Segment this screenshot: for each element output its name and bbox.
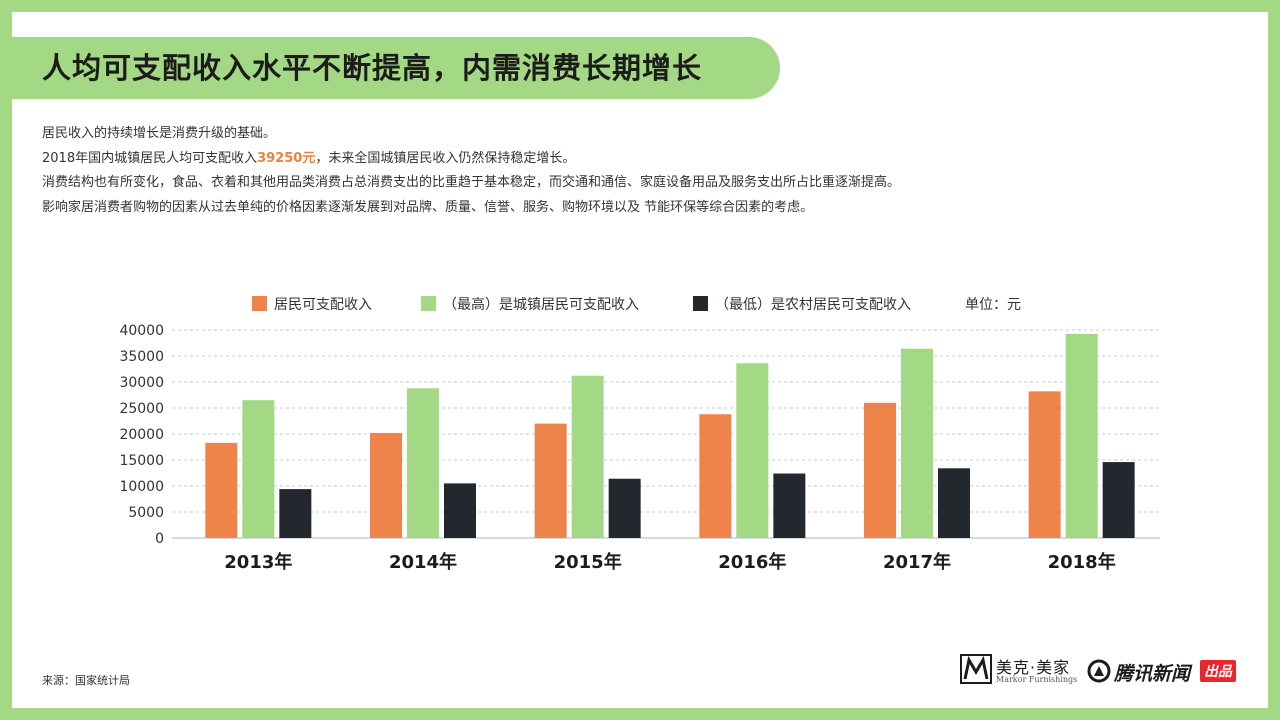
- brand-markor-subtitle: Markor Furnishings: [996, 675, 1078, 684]
- y-tick-label: 35000: [119, 349, 164, 365]
- description-line-2-prefix: 2018年国内城镇居民人均可支配收入: [42, 150, 258, 166]
- bar: [1065, 333, 1098, 538]
- x-tick-label: 2017年: [883, 551, 951, 573]
- description-block: 居民收入的持续增长是消费升级的基础。 2018年国内城镇居民人均可支配收入392…: [42, 122, 900, 220]
- legend-label-resident: 居民可支配收入: [274, 297, 372, 313]
- bar: [699, 414, 732, 538]
- description-line-4: 影响家居消费者购物的因素从过去单纯的价格因素逐渐发展到对品牌、质量、信誉、服务、…: [42, 199, 814, 215]
- bar: [571, 375, 604, 538]
- description-line-2-suffix: ，未来全国城镇居民收入仍然保持稳定增长。: [315, 150, 576, 166]
- bar: [1102, 462, 1135, 538]
- bar: [901, 348, 933, 538]
- x-tick-label: 2015年: [554, 551, 622, 573]
- x-tick-label: 2016年: [718, 551, 786, 573]
- y-tick-label: 15000: [119, 453, 164, 469]
- x-tick-label: 2018年: [1048, 551, 1116, 573]
- brand-markor-name: 美克·美家: [996, 658, 1071, 677]
- legend-item-urban: （最高）是城镇居民可支配收入: [421, 294, 639, 316]
- x-tick-label: 2013年: [224, 551, 292, 573]
- income-bar-chart: 0 5000 10000 15000 20000 25000 30000 35000 40000…: [119, 323, 1160, 573]
- legend-item-resident: 居民可支配收入: [252, 294, 372, 316]
- legend-label-urban: （最高）是城镇居民可支配收入: [443, 297, 639, 313]
- legend-swatch-urban: [421, 296, 436, 311]
- legend-swatch-resident: [252, 296, 267, 311]
- bar: [205, 442, 238, 538]
- y-tick-label: 20000: [119, 427, 164, 443]
- bar: [279, 489, 312, 538]
- bar: [444, 483, 476, 538]
- bar: [938, 468, 970, 538]
- y-tick-label: 5000: [128, 505, 164, 521]
- brand-tencent-news-name: 腾讯新闻: [1114, 663, 1191, 685]
- description-line-2: 2018年国内城镇居民人均可支配收入39250元，未来全国城镇居民收入仍然保持稳…: [42, 147, 900, 172]
- y-tick-label: 30000: [119, 375, 164, 391]
- description-line-1: 居民收入的持续增长是消费升级的基础。: [42, 126, 277, 141]
- y-tick-label: 40000: [119, 323, 164, 339]
- bar: [370, 432, 402, 538]
- legend-label-rural: （最低）是农村居民可支配收入: [715, 297, 911, 313]
- title-banner: 人均可支配收入水平不断提高，内需消费长期增长: [12, 37, 780, 99]
- brand-tencent-news-badge: 出品: [1200, 660, 1236, 682]
- tencent-news-logo-icon: [1087, 659, 1111, 683]
- y-tick-label: 10000: [119, 479, 164, 495]
- legend-swatch-rural: [693, 296, 708, 311]
- brand-tencent-news: 腾讯新闻 出品: [1086, 658, 1236, 686]
- description-line-3: 消费结构也有所变化，食品、衣着和其他用品类消费占总消费支出的比重趋于基本稳定，而…: [42, 175, 901, 190]
- legend-item-rural: （最低）是农村居民可支配收入: [693, 294, 911, 316]
- markor-logo-icon: [960, 654, 992, 684]
- y-tick-label: 0: [155, 531, 164, 547]
- bar: [864, 402, 896, 538]
- y-tick-label: 25000: [119, 401, 164, 417]
- brand-markor: 美克·美家 Markor Furnishings: [960, 654, 1077, 688]
- bar: [407, 388, 439, 538]
- bar: [608, 478, 641, 538]
- source-note: 来源：国家统计局: [42, 674, 130, 687]
- slide-card: 人均可支配收入水平不断提高，内需消费长期增长 居民收入的持续增长是消费升级的基础…: [12, 12, 1268, 708]
- unit-label: 单位：元: [965, 297, 1021, 313]
- highlight-income-value: 39250元: [257, 150, 316, 166]
- bar: [242, 400, 275, 538]
- bar: [1028, 391, 1061, 538]
- bar: [736, 363, 769, 538]
- x-tick-label: 2014年: [389, 551, 457, 573]
- page-title: 人均可支配收入水平不断提高，内需消费长期增长: [42, 51, 703, 85]
- bar: [534, 423, 567, 538]
- bar: [773, 473, 806, 538]
